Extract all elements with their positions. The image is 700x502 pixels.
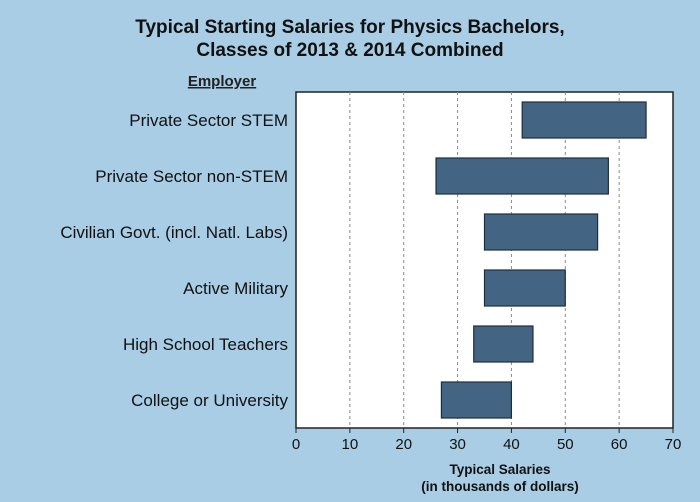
- x-tick-label: 70: [665, 436, 682, 453]
- x-axis-ticks: 0 10 20 30 40 50 60 70: [292, 428, 682, 453]
- x-tick-label: 40: [503, 436, 520, 453]
- category-label: Private Sector non-STEM: [95, 167, 288, 186]
- bar-range: [483, 213, 599, 251]
- x-axis-label-line-1: Typical Salaries: [449, 462, 550, 477]
- x-tick-label: 50: [557, 436, 574, 453]
- x-axis-label-line-2: (in thousands of dollars): [421, 479, 579, 494]
- category-label: Private Sector STEM: [129, 111, 288, 130]
- category-label: Active Military: [183, 279, 288, 298]
- bar-range: [521, 101, 647, 139]
- category-label: Civilian Govt. (incl. Natl. Labs): [60, 223, 288, 242]
- x-tick-label: 0: [292, 436, 300, 453]
- x-tick-label: 60: [611, 436, 628, 453]
- x-tick-label: 10: [342, 436, 359, 453]
- bar-range: [483, 269, 566, 307]
- category-label: High School Teachers: [123, 335, 288, 354]
- category-label: College or University: [131, 391, 288, 410]
- bars: [435, 101, 647, 419]
- bar-range: [440, 381, 513, 419]
- chart-title-line-2: Classes of 2013 & 2014 Combined: [196, 40, 503, 61]
- x-tick-label: 30: [449, 436, 466, 453]
- y-axis-label: Employer: [188, 73, 257, 90]
- plot-area: [295, 91, 674, 429]
- x-tick-label: 20: [395, 436, 412, 453]
- bar-range: [435, 157, 609, 195]
- bar-range: [473, 325, 534, 363]
- chart-title-line-1: Typical Starting Salaries for Physics Ba…: [135, 17, 564, 38]
- category-labels: Private Sector STEM Private Sector non-ST…: [60, 111, 288, 410]
- gridlines: [349, 92, 620, 428]
